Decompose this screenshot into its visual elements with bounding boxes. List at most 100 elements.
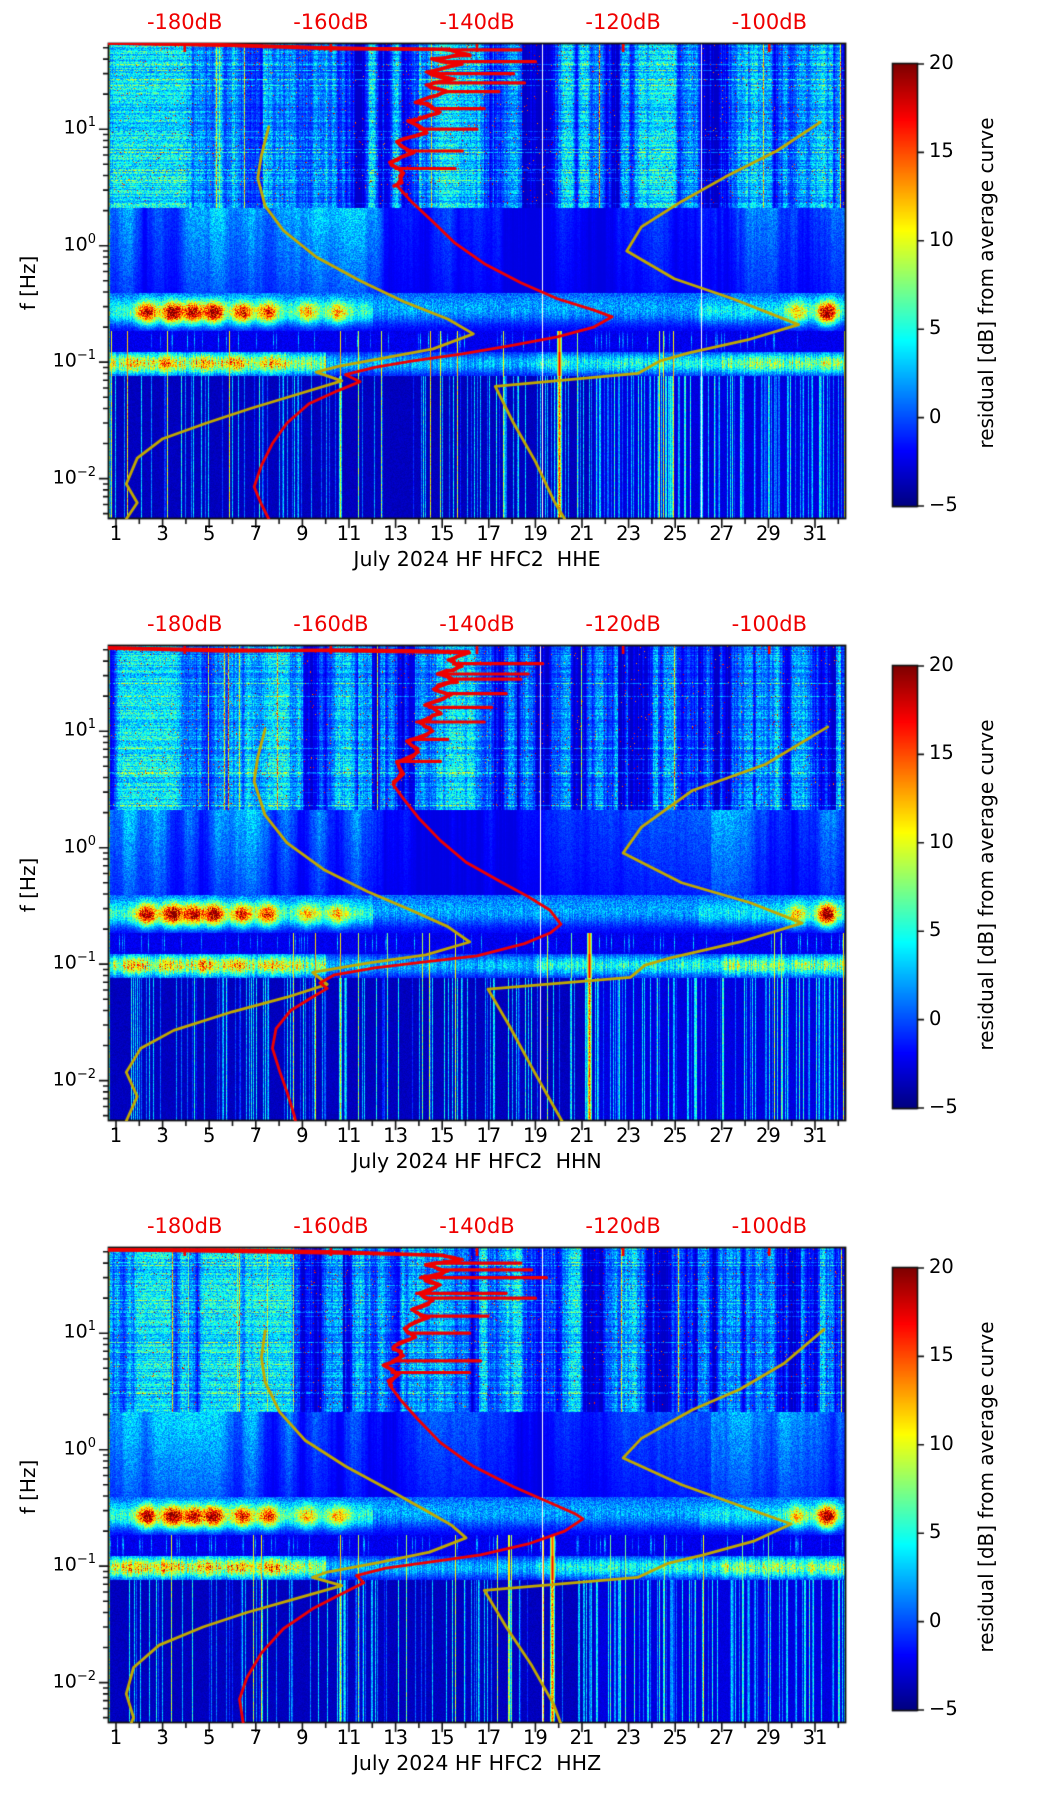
x-axis-tick-label: 27 [709, 1726, 735, 1749]
x-axis-tick-label: 3 [156, 522, 169, 545]
colorbar-tick-label: 20 [929, 51, 954, 74]
y-tick-exponent: 0 [87, 1435, 96, 1451]
y-tick-mantissa: 10 [52, 1669, 77, 1692]
x-axis-tick-label: 15 [429, 1124, 455, 1147]
colorbar-tick-label: 5 [929, 316, 942, 340]
colorbar-tick-label: 15 [929, 1343, 954, 1367]
y-tick-mantissa: 10 [63, 116, 88, 139]
x-axis-tick-label: 27 [709, 1124, 735, 1147]
x-axis-tick-label: 19 [522, 1726, 548, 1749]
top-axis-tick-label: -160dB [293, 612, 369, 636]
top-axis-tick-label: -100dB [731, 1214, 807, 1238]
y-axis-tick-label: 10−1 [30, 348, 96, 372]
top-axis-tick-label: -160dB [293, 10, 369, 34]
colorbar-tick-label: 0 [929, 1608, 942, 1632]
top-axis-tick-label: -100dB [731, 10, 807, 34]
y-tick-mantissa: 10 [63, 718, 88, 741]
colorbar-tick-label: 15 [929, 741, 954, 765]
top-axis-tick-label: -140dB [439, 10, 515, 34]
x-axis-tick-label: 5 [202, 1726, 216, 1749]
top-axis-tick-label: -120dB [585, 612, 661, 636]
x-axis-tick-label: 17 [476, 1726, 502, 1749]
y-axis-tick-label: 101 [30, 1319, 96, 1343]
y-tick-mantissa: 10 [52, 465, 77, 488]
y-axis-label: f [Hz] [16, 255, 40, 311]
x-axis-tick-label: 27 [709, 522, 735, 545]
top-axis-tick-label: -180dB [146, 10, 223, 34]
colorbar-tick-label: 10 [929, 1431, 954, 1455]
y-tick-mantissa: 10 [52, 349, 77, 372]
colorbar-tick-label: 5 [929, 1520, 942, 1544]
x-axis-tick-label: 3 [156, 1124, 169, 1147]
y-tick-mantissa: 10 [63, 233, 88, 256]
y-axis-tick-label: 10−2 [30, 1668, 96, 1693]
y-axis-tick-label: 101 [30, 717, 96, 741]
y-axis-tick-label: 100 [30, 833, 96, 858]
x-axis-tick-label: 7 [249, 522, 262, 545]
x-axis-tick-label: 15 [429, 522, 455, 545]
colorbar-tick-label: −5 [929, 1095, 958, 1118]
x-axis-tick-label: 17 [476, 522, 502, 545]
top-axis-tick-label: -100dB [731, 612, 807, 636]
y-axis-tick-label: 10−2 [30, 464, 96, 489]
x-axis-tick-label: 15 [429, 1726, 455, 1749]
y-tick-mantissa: 10 [52, 951, 77, 974]
colorbar-tick-label: 20 [929, 1255, 954, 1278]
x-axis-tick-label: 5 [202, 522, 216, 545]
x-axis-tick-label: 7 [249, 1124, 262, 1147]
y-axis-label: f [Hz] [16, 1459, 40, 1515]
x-axis-tick-label: 31 [802, 1726, 828, 1749]
spectrogram-panel-hhn: f [Hz] July 2024 HF HFC2 HHN residual [d… [0, 602, 1052, 1204]
colorbar-tick-label: 10 [929, 829, 954, 853]
x-axis-tick-label: 11 [336, 1124, 362, 1147]
y-tick-exponent: 0 [87, 833, 96, 849]
x-axis-tick-label: 11 [336, 522, 362, 545]
y-tick-mantissa: 10 [63, 1320, 88, 1343]
x-axis-tick-label: 31 [802, 1124, 828, 1147]
y-tick-exponent: −2 [76, 464, 96, 480]
y-tick-exponent: −1 [76, 950, 96, 966]
y-tick-mantissa: 10 [52, 1553, 77, 1576]
y-tick-mantissa: 10 [63, 1437, 88, 1460]
colorbar-tick-label: 10 [929, 227, 954, 251]
y-axis-label: f [Hz] [16, 857, 40, 913]
x-axis-title: July 2024 HF HFC2 HHZ [352, 1751, 602, 1775]
top-axis-tick-label: -160dB [293, 1214, 369, 1238]
top-axis-tick-label: -120dB [585, 10, 661, 34]
x-axis-tick-label: 3 [156, 1726, 169, 1749]
y-tick-exponent: 1 [87, 115, 96, 131]
y-tick-exponent: −1 [76, 348, 96, 364]
y-tick-exponent: −1 [76, 1552, 96, 1568]
top-axis-tick-label: -140dB [439, 612, 515, 636]
x-axis-tick-label: 9 [296, 1726, 309, 1749]
x-axis-title: July 2024 HF HFC2 HHN [352, 1149, 602, 1173]
colorbar-tick-label: 0 [929, 404, 942, 428]
spectrogram-canvas-hhn [0, 602, 1052, 1204]
y-axis-tick-label: 100 [30, 1435, 96, 1460]
x-axis-tick-label: 25 [662, 1726, 688, 1749]
y-tick-exponent: −2 [76, 1668, 96, 1684]
x-axis-tick-label: 31 [802, 522, 828, 545]
y-axis-tick-label: 100 [30, 232, 96, 256]
y-axis-tick-label: 101 [30, 115, 96, 139]
y-tick-mantissa: 10 [52, 1067, 77, 1090]
top-axis-tick-label: -140dB [439, 1214, 515, 1238]
y-tick-mantissa: 10 [63, 835, 88, 858]
x-axis-tick-label: 29 [755, 1124, 781, 1147]
x-axis-tick-label: 9 [296, 522, 309, 545]
top-axis-tick-label: -120dB [585, 1214, 661, 1238]
x-axis-tick-label: 23 [616, 1124, 641, 1147]
y-tick-exponent: −2 [76, 1066, 96, 1082]
y-tick-exponent: 1 [87, 717, 96, 733]
spectrogram-canvas-hhz [0, 1204, 1052, 1806]
colorbar-tick-label: 0 [929, 1006, 942, 1030]
spectrogram-panel-hhz: f [Hz] July 2024 HF HFC2 HHZ residual [d… [0, 1204, 1052, 1806]
x-axis-tick-label: 21 [569, 1124, 595, 1147]
x-axis-tick-label: 21 [569, 522, 595, 545]
top-axis-tick-label: -180dB [146, 612, 223, 636]
colorbar-tick-label: 5 [929, 918, 942, 942]
top-axis-tick-label: -180dB [146, 1214, 223, 1238]
x-axis-tick-label: 29 [755, 522, 781, 545]
y-axis-tick-label: 10−1 [30, 1552, 96, 1576]
